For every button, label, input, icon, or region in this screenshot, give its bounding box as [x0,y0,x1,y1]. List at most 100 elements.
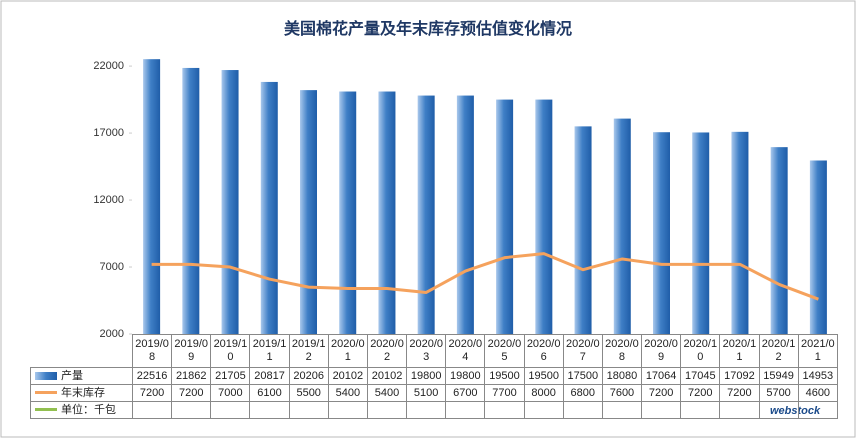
data-label: 17500 [562,367,603,385]
empty-cell [327,401,368,419]
legend-cell: 单位：千包 [30,401,133,419]
bar [456,95,474,334]
data-label: 17045 [680,367,721,385]
x-tick-label: 2019/11 [249,334,290,368]
empty-cell [171,401,212,419]
empty-cell [366,401,408,419]
y-tick-label: 7000 [100,261,124,273]
x-tick-label: 2020/10 [680,334,721,368]
empty-cell [131,401,173,419]
data-label: 19800 [406,367,447,385]
unit-label: 单位：千包 [61,403,116,416]
data-label: 19500 [484,367,525,385]
empty-cell [484,401,525,419]
table-corner [31,335,133,368]
bar [731,131,749,334]
bar [417,95,435,334]
data-label: 5100 [406,384,447,402]
data-label: 19800 [445,367,486,385]
bar [378,91,396,334]
data-label: 7200 [680,384,721,402]
data-label: 6100 [249,384,290,402]
empty-cell [562,401,603,419]
empty-cell [523,401,564,419]
y-tick-label: 2000 [100,328,124,340]
table-row: 年末库存 7200 7200 7000 6100 5500 5400 5400 5100 6700… [30,384,839,402]
data-label: 17064 [641,367,682,385]
empty-cell [641,401,682,419]
line [151,252,819,301]
bar [182,67,200,334]
empty-cell [210,401,251,419]
data-label: 5500 [288,384,329,402]
data-label: 7700 [484,384,525,402]
bar [613,118,631,335]
empty-cell [249,401,290,419]
x-tick-label: 2020/11 [719,334,760,368]
data-label: 20102 [327,367,368,385]
bar [653,132,670,334]
bar [770,147,788,334]
x-tick-label: 2020/01 [327,334,368,368]
legend-icon [35,391,57,395]
data-label: 21862 [171,367,212,385]
legend-label: 年末库存 [61,386,105,399]
bar [221,70,239,335]
legend-icon [35,371,57,380]
x-tick-label: 2019/12 [288,334,329,368]
empty-cell [445,401,486,419]
data-label: 22516 [131,367,173,385]
data-label: 19500 [523,367,564,385]
data-label: 7600 [601,384,643,402]
x-tick-label: 2020/06 [523,334,564,368]
bar [809,160,827,334]
empty-cell [601,401,643,419]
legend-icon [35,408,57,412]
x-tick-label: 2019/08 [131,334,173,368]
x-tick-label: 2020/12 [758,334,799,368]
x-tick-label: 2020/09 [641,334,682,368]
data-label: 7200 [719,384,760,402]
data-label: 4600 [797,384,839,402]
data-label: 6700 [445,384,486,402]
data-label: 17092 [719,367,760,385]
chart-title: 美国棉花产量及年末库存预估值变化情况 [284,19,572,38]
x-tick-label: 2021/01 [797,334,839,368]
y-tick-label: 22000 [93,60,124,72]
bar [496,99,514,335]
data-label: 20102 [366,367,408,385]
legend-cell: 年末库存 [30,384,133,402]
data-label: 21705 [210,367,251,385]
table-row: 产量 22516 21862 21705 20817 20206 20102 20102 198… [30,367,839,385]
x-tick-label: 2020/04 [445,334,486,368]
empty-cell [797,401,839,419]
data-label: 8000 [523,384,564,402]
data-label: 5400 [366,384,408,402]
x-tick-label: 2019/10 [210,334,251,368]
data-label: 18080 [601,367,643,385]
x-tick-label: 2020/08 [601,334,643,368]
bar [574,126,592,334]
empty-cell [288,401,329,419]
table-row: 单位：千包 [30,401,839,419]
empty-cell [758,401,799,419]
data-label: 5700 [758,384,799,402]
empty-cell [680,401,721,419]
empty-cell [406,401,447,419]
legend-label: 产量 [61,369,83,382]
x-tick-label: 2020/07 [562,334,603,368]
bar [692,132,710,334]
x-tick-label: 2020/02 [366,334,408,368]
data-label: 14953 [797,367,839,385]
data-label: 7200 [641,384,682,402]
y-tick-label: 12000 [93,194,124,206]
data-label: 5400 [327,384,368,402]
y-tick-label: 17000 [93,127,124,139]
x-tick-label: 2019/09 [171,334,212,368]
bar [300,90,317,335]
x-tick-label: 2020/05 [484,334,525,368]
legend-cell: 产量 [30,367,133,385]
table-row: 2019/08 2019/09 2019/10 2019/11 2019/12 2020/… [31,334,839,368]
data-label: 20817 [249,367,290,385]
